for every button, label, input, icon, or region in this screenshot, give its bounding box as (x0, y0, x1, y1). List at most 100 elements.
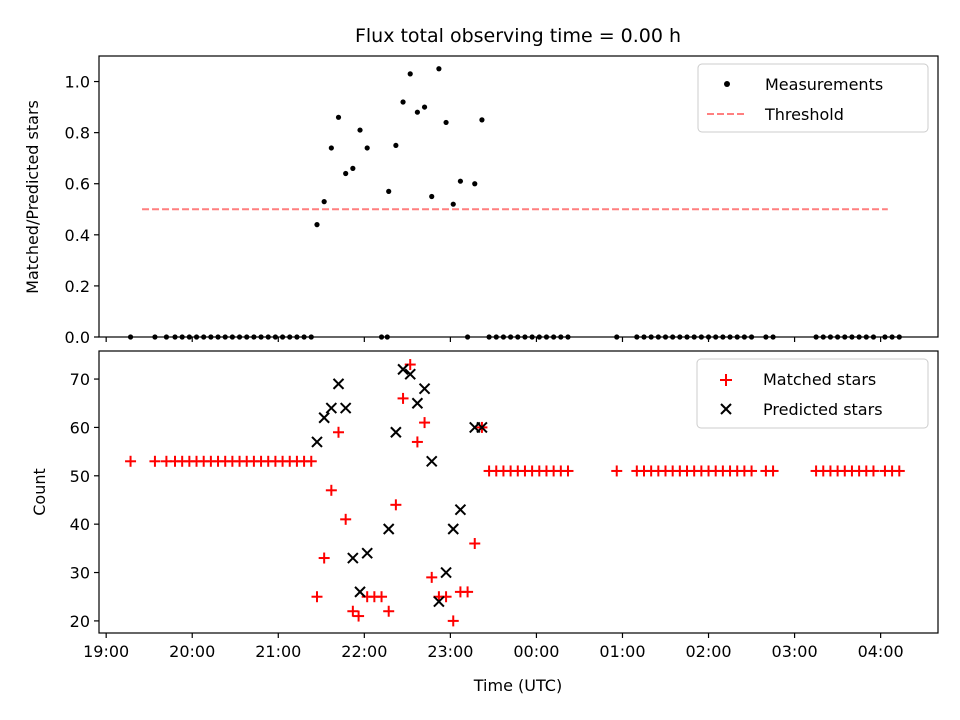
count-y-tick-label: 70 (70, 370, 90, 389)
count-plot-frame (98, 350, 939, 634)
measurement-point (472, 181, 478, 187)
matched-point (867, 465, 879, 477)
matched-point (376, 591, 388, 603)
measurement-point (457, 178, 464, 184)
measurement-point (443, 119, 449, 126)
predicted-point (433, 595, 445, 608)
count-plot-x-axis: 19:00 20:00 21:00 22:00 23:00 00:00 01:00 02:00… (83, 633, 904, 661)
count-y-tick-label: 50 (70, 467, 90, 486)
matched-point (397, 392, 409, 404)
ratio-y-tick-label: 0.6 (65, 175, 90, 194)
matched-point (767, 465, 779, 477)
measurement-point (421, 104, 428, 110)
count-plot-y-axis: 20 30 40 50 60 70 (70, 370, 99, 631)
matched-point (340, 513, 352, 525)
measurement-point (429, 193, 435, 200)
predicted-point (447, 523, 459, 535)
predicted-point (382, 523, 395, 535)
count-x-tick-label: 02:00 (685, 642, 731, 661)
count-x-tick-label: 03:00 (772, 642, 818, 661)
count-plot-y-axis-label: Count (30, 468, 49, 516)
legend-measurements-label: Measurements (765, 75, 883, 94)
matched-point (411, 436, 423, 448)
measurement-point (357, 127, 363, 133)
count-plot-marks (125, 359, 905, 627)
matched-point (353, 610, 365, 622)
count-x-tick-label: 20:00 (169, 642, 215, 661)
ratio-y-tick-label: 0.4 (65, 226, 90, 245)
legend-matched-marker (720, 374, 732, 386)
matched-point (305, 455, 317, 467)
measurement-point (343, 170, 349, 177)
count-plot-legend-box (696, 358, 929, 429)
matched-point (447, 615, 459, 627)
ratio-y-tick-label: 0.2 (65, 277, 90, 296)
predicted-point (454, 503, 467, 516)
matched-point (419, 417, 431, 429)
matched-point (347, 605, 359, 617)
count-plot: 20 30 40 50 60 70 19:00 20:00 21:00 22:00 23:00 00… (30, 350, 939, 695)
predicted-point (332, 378, 345, 390)
predicted-point (426, 455, 438, 467)
predicted-point (339, 402, 352, 414)
legend-threshold-label: Threshold (764, 105, 844, 124)
predicted-point (325, 402, 338, 414)
measurement-point (407, 71, 413, 77)
matched-point (562, 465, 574, 477)
count-x-tick-label: 21:00 (255, 642, 301, 661)
ratio-plot-legend-box (697, 63, 929, 133)
predicted-point (411, 397, 424, 409)
count-y-tick-label: 40 (70, 515, 90, 534)
measurement-point (364, 145, 370, 151)
ratio-plot-y-axis: 0.0 0.2 0.4 0.6 0.8 1.0 (65, 73, 99, 347)
measurement-point (414, 109, 420, 115)
matched-point (325, 484, 337, 496)
matched-point (390, 499, 402, 511)
predicted-point (361, 547, 373, 559)
measurement-point (479, 117, 485, 123)
matched-point (333, 426, 345, 438)
count-x-tick-label: 22:00 (341, 642, 387, 661)
predicted-point (418, 383, 431, 395)
predicted-point (476, 421, 488, 434)
count-y-tick-label: 30 (70, 564, 90, 583)
measurement-point (314, 222, 320, 228)
measurement-point (386, 188, 392, 194)
predicted-point (354, 586, 366, 598)
predicted-point (440, 566, 452, 579)
matched-point (426, 571, 438, 583)
legend-matched-label: Matched stars (763, 370, 876, 389)
ratio-plot-y-axis-label: Matched/Predicted stars (23, 100, 42, 294)
count-y-tick-label: 60 (70, 418, 90, 437)
matched-point (383, 605, 395, 617)
count-x-tick-label: 00:00 (513, 642, 559, 661)
ratio-plot: 0.0 0.2 0.4 0.6 0.8 1.0 Matched/Predicted sta… (23, 55, 939, 347)
matched-point (149, 455, 161, 467)
count-plot-x-axis-label: Time (UTC) (473, 676, 562, 695)
count-x-tick-label: 04:00 (858, 642, 904, 661)
legend-measurements-marker (724, 81, 730, 87)
legend-predicted-label: Predicted stars (763, 400, 883, 419)
matched-point (469, 538, 481, 550)
matched-point (311, 591, 323, 603)
measurement-point (400, 99, 406, 105)
ratio-y-tick-label: 1.0 (65, 73, 90, 92)
predicted-point (318, 412, 330, 424)
predicted-point (404, 368, 416, 380)
legend-predicted-marker (720, 403, 732, 415)
measurement-point (328, 145, 334, 151)
predicted-point (397, 363, 409, 376)
count-x-tick-label: 19:00 (83, 642, 129, 661)
ratio-plot-frame (98, 55, 939, 338)
measurement-point (436, 66, 442, 72)
matched-point (611, 465, 623, 477)
predicted-point (390, 426, 402, 438)
count-plot-legend: Matched stars Predicted stars (696, 358, 929, 429)
ratio-plot-legend: Measurements Threshold (697, 63, 929, 133)
chart-title: Flux total observing time = 0.00 h (355, 25, 681, 47)
ratio-y-tick-label: 0.8 (65, 124, 90, 143)
matched-point (746, 465, 758, 477)
count-x-tick-label: 01:00 (599, 642, 645, 661)
measurement-point (335, 114, 342, 120)
